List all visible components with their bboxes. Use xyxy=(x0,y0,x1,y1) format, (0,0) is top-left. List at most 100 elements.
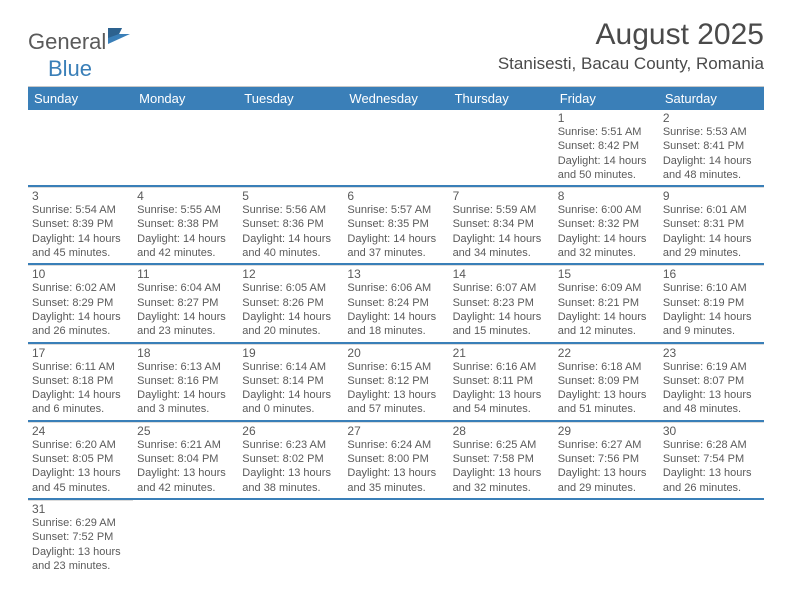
day-info: Sunrise: 6:05 AMSunset: 8:26 PMDaylight:… xyxy=(242,281,339,338)
day-info: Sunrise: 6:01 AMSunset: 8:31 PMDaylight:… xyxy=(663,203,760,260)
day-number: 15 xyxy=(558,267,655,281)
week-row: 31Sunrise: 6:29 AMSunset: 7:52 PMDayligh… xyxy=(28,500,764,576)
weekday-header: Wednesday xyxy=(343,87,448,110)
empty-cell xyxy=(449,500,554,576)
logo-text-1: General xyxy=(28,29,106,55)
day-info: Sunrise: 5:51 AMSunset: 8:42 PMDaylight:… xyxy=(558,125,655,182)
day-number: 28 xyxy=(453,424,550,438)
day-cell: 19Sunrise: 6:14 AMSunset: 8:14 PMDayligh… xyxy=(238,344,343,420)
day-cell: 27Sunrise: 6:24 AMSunset: 8:00 PMDayligh… xyxy=(343,422,448,498)
empty-cell xyxy=(238,500,343,576)
day-info: Sunrise: 5:53 AMSunset: 8:41 PMDaylight:… xyxy=(663,125,760,182)
day-number: 12 xyxy=(242,267,339,281)
day-cell: 21Sunrise: 6:16 AMSunset: 8:11 PMDayligh… xyxy=(449,344,554,420)
day-info: Sunrise: 6:07 AMSunset: 8:23 PMDaylight:… xyxy=(453,281,550,338)
day-number: 22 xyxy=(558,346,655,360)
day-info: Sunrise: 5:59 AMSunset: 8:34 PMDaylight:… xyxy=(453,203,550,260)
month-title: August 2025 xyxy=(498,18,764,52)
day-cell: 5Sunrise: 5:56 AMSunset: 8:36 PMDaylight… xyxy=(238,187,343,263)
day-cell: 29Sunrise: 6:27 AMSunset: 7:56 PMDayligh… xyxy=(554,422,659,498)
day-info: Sunrise: 6:15 AMSunset: 8:12 PMDaylight:… xyxy=(347,360,444,417)
day-cell: 11Sunrise: 6:04 AMSunset: 8:27 PMDayligh… xyxy=(133,265,238,341)
logo: General xyxy=(28,24,134,60)
day-info: Sunrise: 6:29 AMSunset: 7:52 PMDaylight:… xyxy=(32,516,129,573)
day-number: 25 xyxy=(137,424,234,438)
day-number: 11 xyxy=(137,267,234,281)
day-number: 6 xyxy=(347,189,444,203)
day-number: 10 xyxy=(32,267,129,281)
day-cell: 15Sunrise: 6:09 AMSunset: 8:21 PMDayligh… xyxy=(554,265,659,341)
week-row: 24Sunrise: 6:20 AMSunset: 8:05 PMDayligh… xyxy=(28,422,764,500)
day-number: 17 xyxy=(32,346,129,360)
day-cell: 28Sunrise: 6:25 AMSunset: 7:58 PMDayligh… xyxy=(449,422,554,498)
title-block: August 2025 Stanisesti, Bacau County, Ro… xyxy=(498,18,764,74)
day-info: Sunrise: 6:02 AMSunset: 8:29 PMDaylight:… xyxy=(32,281,129,338)
day-cell: 24Sunrise: 6:20 AMSunset: 8:05 PMDayligh… xyxy=(28,422,133,498)
day-number: 23 xyxy=(663,346,760,360)
day-info: Sunrise: 6:04 AMSunset: 8:27 PMDaylight:… xyxy=(137,281,234,338)
day-cell: 3Sunrise: 5:54 AMSunset: 8:39 PMDaylight… xyxy=(28,187,133,263)
day-number: 3 xyxy=(32,189,129,203)
day-cell: 16Sunrise: 6:10 AMSunset: 8:19 PMDayligh… xyxy=(659,265,764,341)
day-info: Sunrise: 6:16 AMSunset: 8:11 PMDaylight:… xyxy=(453,360,550,417)
weekday-header: Saturday xyxy=(659,87,764,110)
day-cell: 20Sunrise: 6:15 AMSunset: 8:12 PMDayligh… xyxy=(343,344,448,420)
weekday-header: Sunday xyxy=(28,87,133,110)
day-cell: 10Sunrise: 6:02 AMSunset: 8:29 PMDayligh… xyxy=(28,265,133,341)
empty-cell xyxy=(238,110,343,185)
day-info: Sunrise: 5:56 AMSunset: 8:36 PMDaylight:… xyxy=(242,203,339,260)
day-number: 31 xyxy=(32,502,129,516)
day-number: 4 xyxy=(137,189,234,203)
day-number: 30 xyxy=(663,424,760,438)
empty-cell xyxy=(554,500,659,576)
day-info: Sunrise: 6:00 AMSunset: 8:32 PMDaylight:… xyxy=(558,203,655,260)
day-number: 29 xyxy=(558,424,655,438)
day-info: Sunrise: 6:06 AMSunset: 8:24 PMDaylight:… xyxy=(347,281,444,338)
day-info: Sunrise: 6:25 AMSunset: 7:58 PMDaylight:… xyxy=(453,438,550,495)
day-cell: 8Sunrise: 6:00 AMSunset: 8:32 PMDaylight… xyxy=(554,187,659,263)
day-number: 24 xyxy=(32,424,129,438)
empty-cell xyxy=(343,110,448,185)
day-cell: 9Sunrise: 6:01 AMSunset: 8:31 PMDaylight… xyxy=(659,187,764,263)
day-number: 26 xyxy=(242,424,339,438)
week-row: 3Sunrise: 5:54 AMSunset: 8:39 PMDaylight… xyxy=(28,187,764,265)
day-cell: 18Sunrise: 6:13 AMSunset: 8:16 PMDayligh… xyxy=(133,344,238,420)
empty-cell xyxy=(343,500,448,576)
day-cell: 7Sunrise: 5:59 AMSunset: 8:34 PMDaylight… xyxy=(449,187,554,263)
empty-cell xyxy=(659,500,764,576)
weeks-container: 1Sunrise: 5:51 AMSunset: 8:42 PMDaylight… xyxy=(28,110,764,576)
week-row: 10Sunrise: 6:02 AMSunset: 8:29 PMDayligh… xyxy=(28,265,764,343)
day-number: 21 xyxy=(453,346,550,360)
day-number: 13 xyxy=(347,267,444,281)
day-info: Sunrise: 6:20 AMSunset: 8:05 PMDaylight:… xyxy=(32,438,129,495)
day-info: Sunrise: 6:13 AMSunset: 8:16 PMDaylight:… xyxy=(137,360,234,417)
day-number: 20 xyxy=(347,346,444,360)
day-cell: 30Sunrise: 6:28 AMSunset: 7:54 PMDayligh… xyxy=(659,422,764,498)
calendar: SundayMondayTuesdayWednesdayThursdayFrid… xyxy=(28,86,764,576)
day-cell: 14Sunrise: 6:07 AMSunset: 8:23 PMDayligh… xyxy=(449,265,554,341)
day-info: Sunrise: 6:11 AMSunset: 8:18 PMDaylight:… xyxy=(32,360,129,417)
day-info: Sunrise: 5:54 AMSunset: 8:39 PMDaylight:… xyxy=(32,203,129,260)
weekday-header: Monday xyxy=(133,87,238,110)
day-number: 19 xyxy=(242,346,339,360)
weekday-header: Tuesday xyxy=(238,87,343,110)
day-cell: 22Sunrise: 6:18 AMSunset: 8:09 PMDayligh… xyxy=(554,344,659,420)
day-info: Sunrise: 6:24 AMSunset: 8:00 PMDaylight:… xyxy=(347,438,444,495)
day-info: Sunrise: 5:55 AMSunset: 8:38 PMDaylight:… xyxy=(137,203,234,260)
day-info: Sunrise: 6:14 AMSunset: 8:14 PMDaylight:… xyxy=(242,360,339,417)
day-cell: 13Sunrise: 6:06 AMSunset: 8:24 PMDayligh… xyxy=(343,265,448,341)
day-number: 7 xyxy=(453,189,550,203)
empty-cell xyxy=(28,110,133,185)
week-row: 1Sunrise: 5:51 AMSunset: 8:42 PMDaylight… xyxy=(28,110,764,187)
day-cell: 6Sunrise: 5:57 AMSunset: 8:35 PMDaylight… xyxy=(343,187,448,263)
day-number: 5 xyxy=(242,189,339,203)
day-info: Sunrise: 6:09 AMSunset: 8:21 PMDaylight:… xyxy=(558,281,655,338)
day-number: 14 xyxy=(453,267,550,281)
day-cell: 25Sunrise: 6:21 AMSunset: 8:04 PMDayligh… xyxy=(133,422,238,498)
day-info: Sunrise: 6:10 AMSunset: 8:19 PMDaylight:… xyxy=(663,281,760,338)
day-info: Sunrise: 6:21 AMSunset: 8:04 PMDaylight:… xyxy=(137,438,234,495)
weekday-header-row: SundayMondayTuesdayWednesdayThursdayFrid… xyxy=(28,87,764,110)
day-info: Sunrise: 6:28 AMSunset: 7:54 PMDaylight:… xyxy=(663,438,760,495)
location-text: Stanisesti, Bacau County, Romania xyxy=(498,54,764,74)
empty-cell xyxy=(133,500,238,576)
